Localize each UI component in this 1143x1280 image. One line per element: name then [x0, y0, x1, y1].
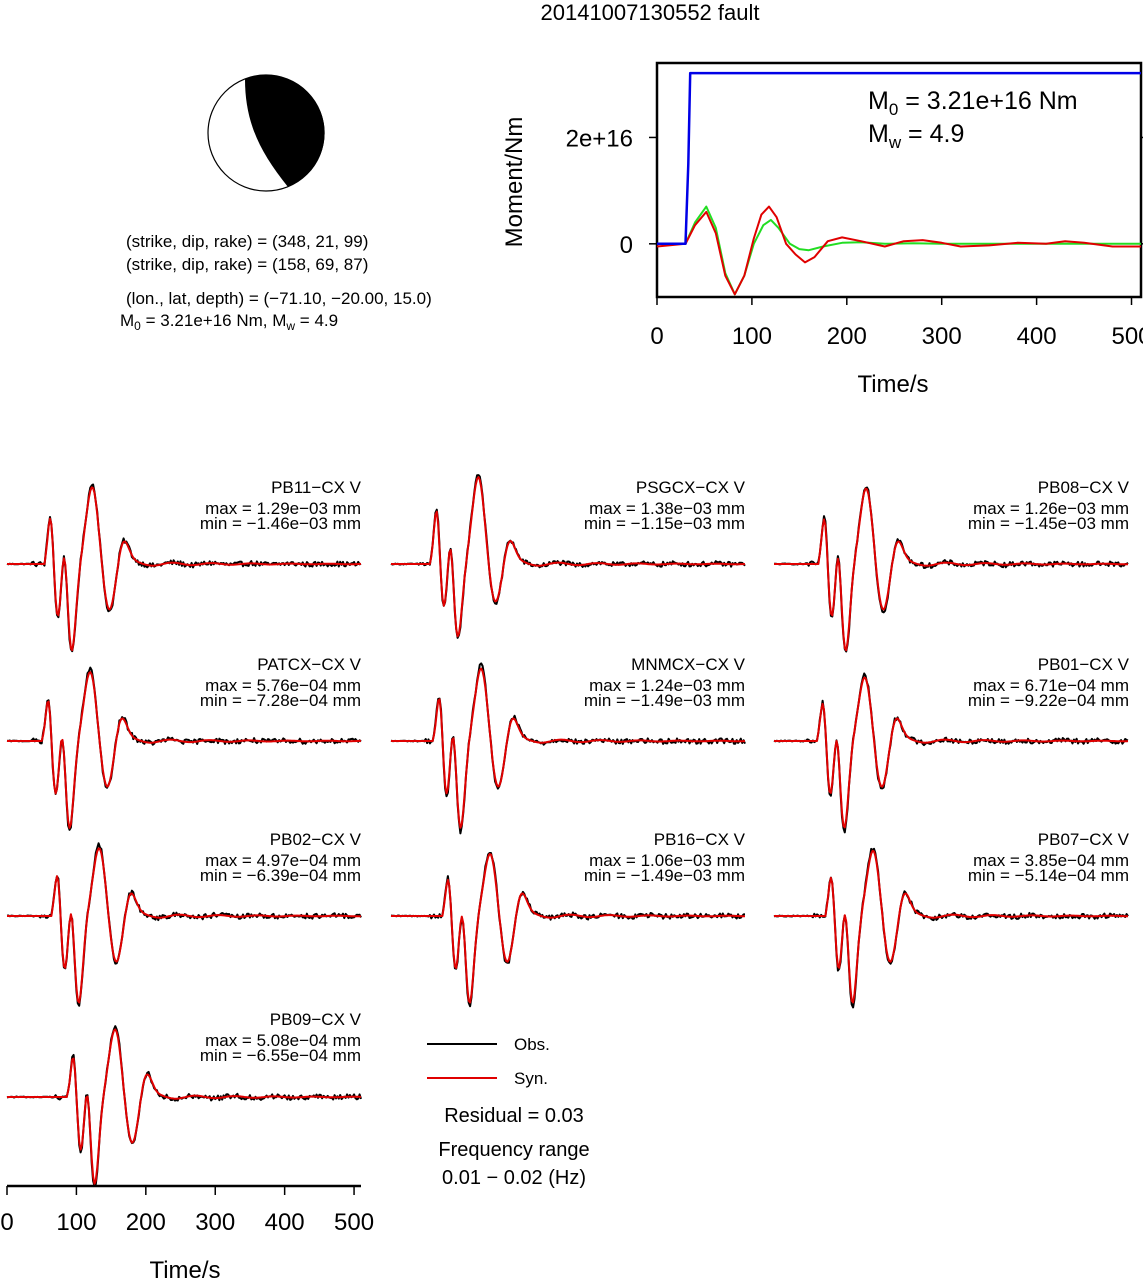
moment-magnitude-line: M0 = 3.21e+16 Nm, Mw = 4.9 [120, 311, 338, 333]
residual-text: Residual = 0.03 [444, 1105, 584, 1127]
station-label: PB07−CX V [1038, 830, 1130, 849]
synthetic-trace [774, 487, 1128, 652]
moment-x-tick-label: 100 [732, 323, 772, 350]
moment-x-tick-label: 0 [650, 323, 663, 350]
moment-series-red [656, 205, 1141, 296]
moment-chart-frame [655, 61, 1143, 299]
synthetic-trace [391, 667, 745, 829]
frequency-range-value: 0.01 − 0.02 (Hz) [442, 1167, 586, 1189]
station-max: max = 3.85e−04 mm [973, 851, 1129, 870]
station-label: PATCX−CX V [257, 655, 361, 674]
waveform-time-axis: Time/s 0 100 200 300 400 500 [0, 1184, 374, 1280]
nodal-plane-2: (strike, dip, rake) = (158, 69, 87) [126, 255, 368, 274]
station-max: max = 1.29e−03 mm [205, 499, 361, 518]
station-min: min = −7.28e−04 mm [200, 691, 361, 710]
station-min: min = −6.55e−04 mm [200, 1046, 361, 1065]
station-label: PB09−CX V [270, 1010, 362, 1029]
station-max: max = 5.08e−04 mm [205, 1031, 361, 1050]
station-label: PB16−CX V [654, 830, 746, 849]
waveform-x-tick-label: 100 [56, 1209, 96, 1236]
moment-y-axis-label: Moment/Nm [501, 117, 528, 248]
legend-syn-label: Syn. [514, 1069, 548, 1088]
station-max: max = 5.76e−04 mm [205, 676, 361, 695]
station-min: min = −1.49e−03 mm [584, 691, 745, 710]
station-max: max = 4.97e−04 mm [205, 851, 361, 870]
moment-y-tick-label: 2e+16 [566, 125, 633, 152]
figure-title: 20141007130552 fault [541, 0, 760, 25]
moment-m0-annotation: M0 = 3.21e+16 Nm [868, 87, 1078, 119]
moment-series-green [657, 205, 1141, 296]
nodal-plane-1: (strike, dip, rake) = (348, 21, 99) [126, 232, 368, 251]
waveform-x-tick-label: 400 [265, 1209, 305, 1236]
station-label: PB02−CX V [270, 830, 362, 849]
waveform-x-tick-label: 200 [126, 1209, 166, 1236]
station-min: min = −1.15e−03 mm [584, 514, 745, 533]
synthetic-trace [391, 853, 745, 1004]
synthetic-trace [774, 676, 1129, 829]
station-max: max = 1.06e−03 mm [589, 851, 745, 870]
hypocenter-location: (lon., lat, depth) = (−71.10, −20.00, 15… [126, 289, 432, 308]
station-min: min = −1.46e−03 mm [200, 514, 361, 533]
station-max: max = 1.38e−03 mm [589, 499, 745, 518]
synthetic-trace [7, 486, 362, 652]
moment-x-tick-label: 200 [827, 323, 867, 350]
moment-y-tick-label: 0 [620, 232, 633, 259]
moment-rate-chart: 0 2e+16 0 100 200 300 400 500 Moment/Nm Time/s… [501, 61, 1143, 398]
station-max: max = 6.71e−04 mm [973, 676, 1129, 695]
moment-series-blue [657, 71, 1141, 246]
station-label: PB01−CX V [1038, 655, 1130, 674]
moment-x-axis-label: Time/s [857, 371, 928, 398]
frequency-range-title: Frequency range [438, 1139, 589, 1161]
waveform-x-tick-label: 300 [195, 1209, 235, 1236]
station-max: max = 1.26e−03 mm [973, 499, 1129, 518]
station-min: min = −1.49e−03 mm [584, 866, 745, 885]
waveform-x-tick-label: 500 [334, 1209, 374, 1236]
station-label: PSGCX−CX V [636, 478, 746, 497]
legend-obs-label: Obs. [514, 1035, 550, 1054]
station-max: max = 1.24e−03 mm [589, 676, 745, 695]
synthetic-trace [391, 476, 746, 638]
beachball-icon [207, 74, 325, 192]
synthetic-trace [7, 671, 361, 829]
moment-x-tick-label: 300 [922, 323, 962, 350]
station-min: min = −9.22e−04 mm [968, 691, 1129, 710]
waveform-x-axis-label: Time/s [149, 1257, 220, 1280]
moment-mw-annotation: Mw = 4.9 [868, 120, 964, 152]
synthetic-trace [7, 1028, 361, 1185]
station-label: PB11−CX V [271, 478, 362, 497]
station-min: min = −1.45e−03 mm [968, 514, 1129, 533]
station-min: min = −5.14e−04 mm [968, 866, 1129, 885]
synthetic-trace [7, 847, 361, 1004]
station-label: MNMCX−CX V [631, 655, 745, 674]
waveform-x-tick-label: 0 [0, 1209, 13, 1236]
station-min: min = −6.39e−04 mm [200, 866, 361, 885]
station-label: PB08−CX V [1038, 478, 1130, 497]
moment-x-tick-label: 400 [1017, 323, 1057, 350]
legend: Obs. Syn. [427, 1035, 550, 1088]
moment-x-tick-label: 500 [1111, 323, 1143, 350]
synthetic-trace [774, 849, 1128, 1004]
